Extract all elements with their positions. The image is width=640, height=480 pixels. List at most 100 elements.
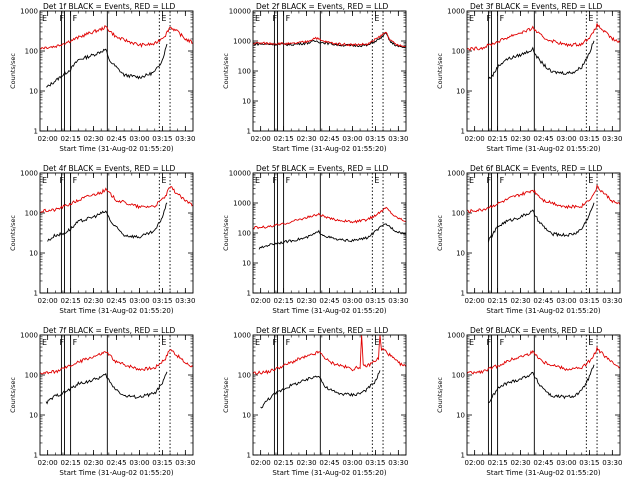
x-tick-label: 02:30 [296,135,316,143]
x-tick-label: 03:00 [342,459,362,467]
y-tick-label: 10 [242,260,251,268]
x-tick-label: 02:15 [274,459,294,467]
y-axis-label: Counts/sec [9,53,17,89]
segment-marker-label: E [255,176,260,185]
segment-marker-label: E [588,176,593,185]
events-series-line [487,202,595,243]
y-tick-label: 100 [25,48,38,56]
y-tick-label: 100 [452,372,465,380]
x-tick-label: 03:15 [152,459,172,467]
lld-series-line [466,345,621,375]
segment-marker-label: F [486,338,491,347]
segment-marker-label: F [272,14,277,23]
segment-marker-label: E [255,338,260,347]
x-tick-label: 03:30 [175,459,195,467]
x-tick-label: 02:15 [61,459,81,467]
x-tick-label: 02:15 [61,135,81,143]
x-tick-label: 02:45 [319,297,339,305]
x-tick-label: 03:15 [365,135,385,143]
y-tick-label: 10000 [229,170,251,178]
chart-title: Det 9f BLACK = Events, RED = LLD [470,326,603,335]
y-tick-label: 10 [29,412,38,420]
events-series-line [47,202,168,242]
y-tick-label: 1000 [447,332,465,340]
y-tick-label: 10 [456,88,465,96]
x-tick-label: 02:15 [488,297,508,305]
x-tick-label: 02:45 [106,459,126,467]
x-tick-label: 03:30 [602,459,622,467]
y-tick-label: 10 [29,88,38,96]
x-tick-label: 03:15 [579,297,599,305]
segment-marker-label: E [42,176,47,185]
plot-frame [466,172,621,294]
x-tick-label: 03:30 [175,297,195,305]
x-tick-label: 03:00 [129,297,149,305]
x-tick-label: 03:30 [175,135,195,143]
segment-marker-label: F [73,338,78,347]
x-axis-label: Start Time (31-Aug-02 01:55:20) [486,307,600,315]
segment-marker-label: E [469,176,474,185]
y-tick-label: 1000 [20,8,38,16]
y-tick-label: 100 [452,210,465,218]
x-tick-label: 03:00 [556,459,576,467]
y-tick-label: 1000 [447,170,465,178]
x-tick-label: 02:45 [319,459,339,467]
segment-marker-label: E [374,14,379,23]
segment-marker-label: F [272,338,277,347]
segment-marker-label: F [500,14,505,23]
lld-series-line [39,349,194,375]
lld-series-line [39,25,194,50]
events-series-line [45,43,168,88]
y-tick-label: 1 [461,290,465,298]
segment-marker-label: E [374,338,379,347]
x-tick-label: 02:00 [38,135,58,143]
y-tick-label: 10000 [229,8,251,16]
y-tick-label: 1 [461,128,465,136]
x-tick-label: 02:15 [274,135,294,143]
y-tick-label: 100 [25,210,38,218]
plot-frame [39,10,194,132]
y-tick-label: 100 [238,372,251,380]
y-tick-label: 100 [25,372,38,380]
chart-panel: Det 4f BLACK = Events, RED = LLD Counts/s… [9,164,195,315]
y-tick-label: 100 [238,230,251,238]
x-tick-label: 02:30 [83,459,103,467]
x-axis-label: Start Time (31-Aug-02 01:55:20) [272,145,386,153]
events-series-line [258,223,407,250]
x-tick-label: 03:15 [152,297,172,305]
chart-title: Det 5f BLACK = Events, RED = LLD [256,164,389,173]
x-tick-label: 02:00 [38,459,58,467]
x-axis-label: Start Time (31-Aug-02 01:55:20) [486,145,600,153]
x-tick-label: 02:30 [510,297,530,305]
y-tick-label: 1 [461,452,465,460]
x-tick-label: 03:30 [388,459,408,467]
lld-series-line [466,184,621,214]
x-tick-label: 02:30 [510,135,530,143]
x-tick-label: 02:00 [251,135,271,143]
events-series-line [488,364,595,403]
x-tick-label: 03:00 [342,135,362,143]
segment-marker-label: F [286,338,291,347]
segment-marker-label: E [374,176,379,185]
y-axis-label: Counts/sec [222,377,230,413]
y-tick-label: 10 [456,412,465,420]
plot-frame [466,334,621,456]
segment-marker-label: E [42,338,47,347]
lld-series-line [252,334,407,375]
x-tick-label: 02:30 [83,297,103,305]
y-axis-label: Counts/sec [436,215,444,251]
x-tick-label: 03:00 [342,297,362,305]
x-tick-label: 02:15 [274,297,294,305]
chart-panel: Det 9f BLACK = Events, RED = LLD Counts/s… [436,326,622,477]
x-tick-label: 03:15 [365,297,385,305]
x-tick-label: 02:00 [251,459,271,467]
x-axis-label: Start Time (31-Aug-02 01:55:20) [59,145,173,153]
y-tick-label: 1000 [233,200,251,208]
x-tick-label: 03:30 [602,297,622,305]
chart-panel: Det 5f BLACK = Events, RED = LLD Counts/s… [222,164,408,315]
x-tick-label: 03:15 [152,135,172,143]
chart-title: Det 6f BLACK = Events, RED = LLD [470,164,603,173]
x-tick-label: 02:15 [488,135,508,143]
x-tick-label: 02:30 [83,135,103,143]
x-tick-label: 02:45 [533,135,553,143]
